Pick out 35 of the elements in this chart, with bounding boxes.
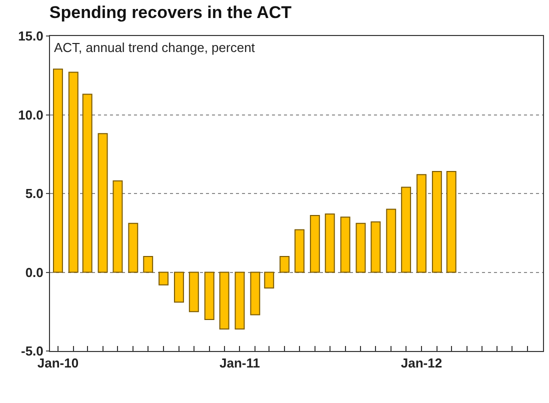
bar — [416, 174, 426, 273]
bar — [401, 186, 412, 273]
bar — [234, 272, 245, 330]
bar — [112, 180, 123, 273]
bar — [264, 272, 274, 288]
bar — [446, 170, 456, 273]
y-tick-label: 10.0 — [18, 107, 44, 122]
bar — [294, 229, 304, 273]
x-tick-label: Jan-11 — [219, 356, 260, 371]
bar — [52, 68, 63, 273]
bar — [128, 222, 138, 273]
chart-title: Spending recovers in the ACT — [49, 2, 292, 22]
bar — [158, 272, 169, 286]
bar — [280, 256, 290, 273]
bar — [204, 272, 214, 320]
bar — [340, 216, 350, 273]
bar — [386, 208, 396, 273]
bar — [143, 256, 154, 273]
y-tick-label: 15.0 — [18, 28, 44, 44]
bar — [310, 215, 320, 273]
bar — [219, 272, 230, 330]
bar — [98, 133, 108, 273]
bar — [188, 272, 199, 312]
y-tick-label: 5.0 — [25, 186, 44, 202]
bar — [370, 221, 381, 273]
bar — [68, 72, 78, 273]
bar — [324, 213, 335, 273]
bar — [432, 170, 442, 273]
bar — [356, 222, 366, 273]
bar — [82, 94, 92, 273]
x-tick-label: Jan-12 — [400, 356, 442, 371]
chart-subtitle: ACT, annual trend change, percent — [54, 40, 256, 55]
y-tick-label: 0.0 — [25, 264, 44, 280]
bar — [250, 272, 260, 316]
bar — [174, 272, 184, 303]
